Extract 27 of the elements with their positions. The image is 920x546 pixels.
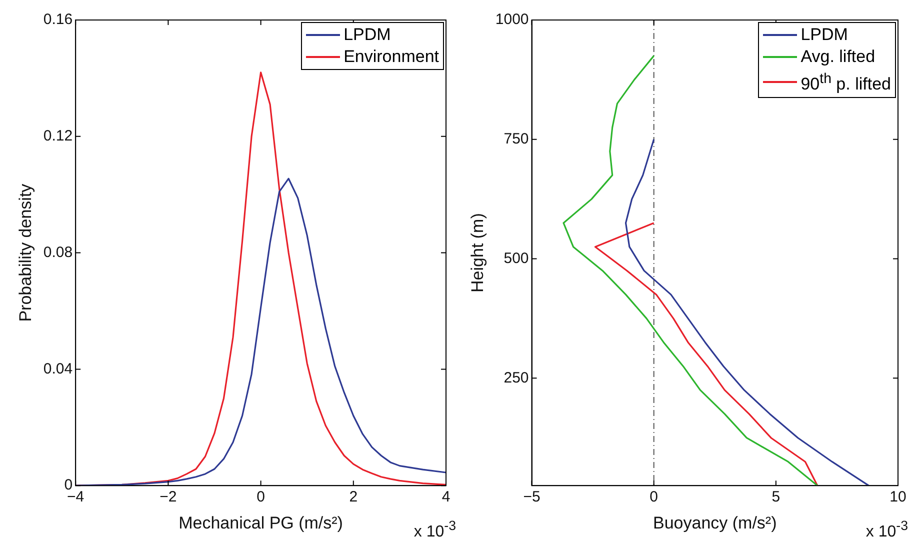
y-tick-label: 0.12	[43, 128, 73, 145]
x-tick-label: 2	[349, 488, 358, 506]
y-tick-label: 0.08	[43, 244, 73, 261]
x-tick-label: 0	[256, 488, 265, 506]
text: x 10$^{-3}$	[866, 518, 908, 541]
legend-label: Environment	[344, 46, 439, 68]
y-tick-label: 250	[504, 369, 529, 386]
legend-label: 90$^{th}$ p. lifted	[800, 70, 891, 96]
x-tick-label: −5	[523, 488, 540, 506]
x-tick-label: 10	[890, 488, 906, 506]
y-tick-label: 500	[504, 250, 529, 267]
legend-label: LPDM	[800, 24, 848, 46]
x-tick-label: −2	[160, 488, 177, 506]
x-axis-title: Mechanical PG (m/s²)	[178, 513, 343, 532]
y-tick-label: 1000	[495, 11, 529, 28]
y-tick-label: 0.04	[43, 360, 73, 378]
x-tick-label: 4	[442, 488, 450, 506]
x-tick-label: 0	[650, 488, 658, 506]
y-axis-title: Height (m)	[468, 213, 487, 292]
text: x 10$^{-3}$	[414, 518, 456, 541]
x-tick-label: 5	[772, 488, 780, 506]
x-axis-title: Buoyancy (m/s²)	[653, 513, 777, 532]
y-tick-label: 750	[504, 130, 529, 148]
legend-label: Avg. lifted	[800, 46, 876, 68]
legend-label: LPDM	[344, 24, 391, 46]
y-axis-title: Probability density	[16, 183, 35, 322]
y-tick-label: 0.16	[43, 11, 73, 28]
